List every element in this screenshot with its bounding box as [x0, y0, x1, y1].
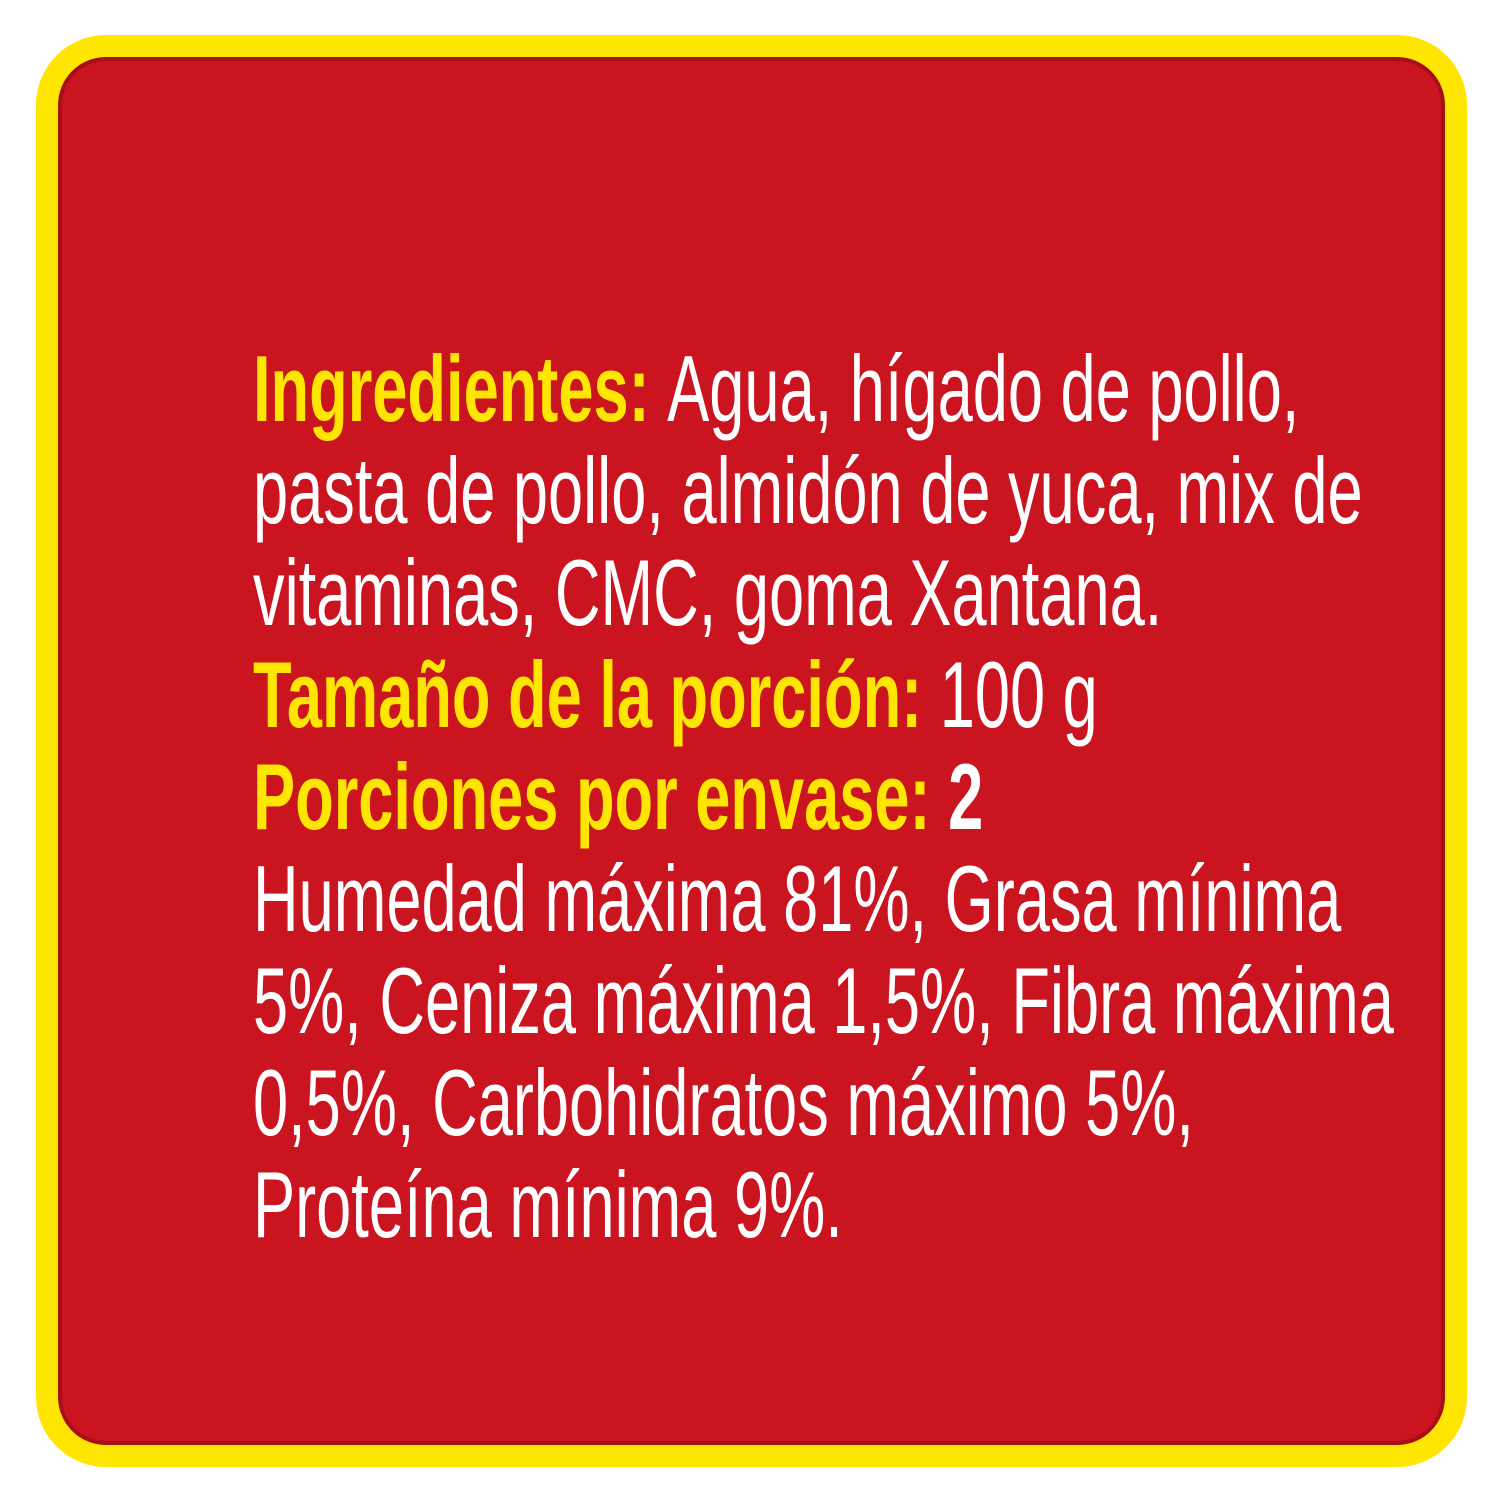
- servings-per-container-line: Porciones por envase: 2: [253, 746, 1394, 848]
- ingredients-value-part-3: vitaminas, CMC, goma Xantana.: [253, 540, 1163, 645]
- label-text-block: Ingredientes: Agua, hígado de pollo, pas…: [253, 338, 1500, 1256]
- ingredients-value-part-1: Agua, hígado de pollo,: [667, 336, 1300, 441]
- ingredients-value-part-2: pasta de pollo, almidón de yuca, mix de: [253, 438, 1363, 543]
- analysis-text-part-1: Humedad máxima 81%, Grasa mínima: [253, 846, 1342, 951]
- analysis-text-part-4: Proteína mínima 9%.: [253, 1152, 843, 1257]
- analysis-line-4: Proteína mínima 9%.: [253, 1154, 1394, 1256]
- analysis-text-part-2: 5%, Ceniza máxima 1,5%, Fibra máxima: [253, 948, 1394, 1053]
- analysis-text-part-3: 0,5%, Carbohidratos máximo 5%,: [253, 1050, 1194, 1155]
- ingredients-line-3: vitaminas, CMC, goma Xantana.: [253, 542, 1394, 644]
- ingredients-line-1: Ingredientes: Agua, hígado de pollo,: [253, 338, 1394, 440]
- analysis-line-3: 0,5%, Carbohidratos máximo 5%,: [253, 1052, 1394, 1154]
- serving-size-heading: Tamaño de la porción:: [253, 642, 940, 747]
- analysis-line-1: Humedad máxima 81%, Grasa mínima: [253, 848, 1394, 950]
- ingredients-line-2: pasta de pollo, almidón de yuca, mix de: [253, 440, 1394, 542]
- analysis-line-2: 5%, Ceniza máxima 1,5%, Fibra máxima: [253, 950, 1394, 1052]
- servings-per-container-value: 2: [948, 744, 984, 849]
- serving-size-value: 100 g: [939, 642, 1098, 747]
- nutrition-label-card: Ingredientes: Agua, hígado de pollo, pas…: [36, 35, 1467, 1467]
- ingredients-heading: Ingredientes:: [253, 336, 668, 441]
- servings-per-container-heading: Porciones por envase:: [253, 744, 949, 849]
- serving-size-line: Tamaño de la porción: 100 g: [253, 644, 1394, 746]
